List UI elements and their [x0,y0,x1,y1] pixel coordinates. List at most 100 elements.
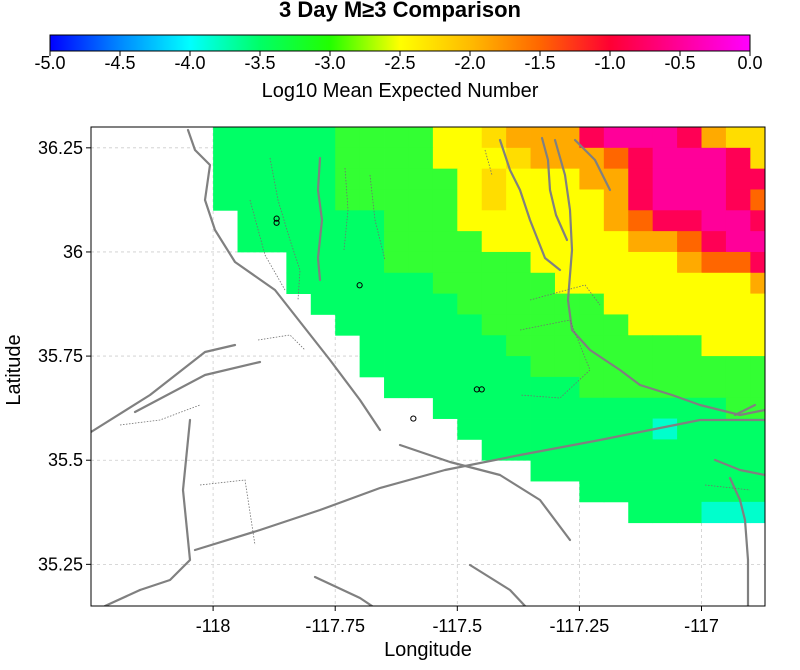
heatmap-cell [554,168,580,190]
heatmap-cell [702,0,727,2]
heatmap-cell [652,293,678,315]
heatmap-cell [335,293,361,315]
heatmap-cell [775,169,800,190]
heatmap-cell [213,127,238,128]
heatmap-cell [384,189,409,211]
heatmap-cell [457,127,483,149]
heatmap-cell [555,0,580,2]
heatmap-cell [653,0,678,2]
heatmap-cell [457,314,483,336]
heatmap-cell [213,189,238,211]
fault-trace [199,479,256,546]
heatmap-cell [310,189,336,211]
heatmap-cell [335,231,361,253]
heatmap-cell [554,251,580,274]
heatmap-cell [506,127,531,149]
heatmap-cell [579,147,605,170]
heatmap-cell [652,210,678,232]
heatmap-cell [652,481,678,503]
colorbar-tick-label: -0.5 [664,53,695,73]
heatmap-cell [677,2,702,23]
heatmap-cell [775,335,800,356]
heatmap-cell [653,85,678,106]
heatmap-cell [261,231,287,253]
heatmap-cell [775,65,800,86]
heatmap-cell [652,376,678,399]
heatmap-cell [604,85,629,106]
event-marker [410,415,417,422]
heatmap-cell [310,127,336,128]
heatmap-cell [432,293,458,315]
heatmap-cell [750,397,765,419]
heatmap-cell [506,210,531,232]
heatmap-cell [775,210,800,231]
heatmap-cell [725,418,751,440]
heatmap-cell [310,251,336,274]
heatmap-cell [530,314,556,336]
heatmap-cell [506,231,531,253]
heatmap-cell [261,127,287,128]
heatmap-cell [555,2,580,23]
heatmap-cell [701,210,727,232]
colorbar-tick-label: -2.0 [454,53,485,73]
heatmap-cell [506,272,531,295]
heatmap-cell [506,127,531,128]
heatmap-cell [335,127,361,149]
heatmap-cell [481,189,507,211]
fault-line [193,418,765,552]
heatmap-cell [408,272,434,295]
heatmap-cell [408,376,434,399]
heatmap-cell [628,335,654,357]
heatmap-cell [677,231,702,253]
heatmap-cell [701,147,727,170]
heatmap-cell [310,231,336,253]
heatmap-cell [603,189,629,211]
heatmap-cell [481,356,507,378]
heatmap-cell [677,356,702,378]
fault-trace [269,157,301,301]
colorbar [49,34,751,52]
heatmap-cell [408,293,434,315]
heatmap-cell [775,460,800,481]
y-tick-label: 36 [63,242,83,262]
heatmap-cell [652,314,678,336]
heatmap-cell [677,481,702,503]
heatmap-cell [750,501,765,524]
heatmap-cell [579,272,605,295]
heatmap-cell [579,0,604,2]
heatmap-cell [750,376,765,399]
heatmap-cell [335,251,361,274]
heatmap-cell [432,231,458,253]
heatmap-cell [261,147,287,170]
heatmap-cell [628,127,654,149]
heatmap-cell [725,439,751,461]
heatmap-cell [554,127,580,128]
heatmap-cell [775,481,800,502]
heatmap-cell [702,65,727,86]
heatmap-cell [457,189,483,211]
heatmap-cell [628,189,654,211]
heatmap-cell [408,231,434,253]
x-axis-label: Longitude [384,639,472,661]
fault-trace [529,284,601,306]
heatmap-cell [237,231,263,253]
heatmap-cell [579,251,605,274]
heatmap-cell [481,439,507,461]
heatmap-cell [237,147,263,170]
heatmap-cell [432,127,458,128]
heatmap-cell [554,231,580,253]
fault-line [316,156,324,282]
heatmap-cell [750,272,765,295]
heatmap-cell [286,231,312,253]
heatmap-cell [384,127,409,149]
heatmap-cell [189,85,214,106]
heatmap-cell [457,418,483,440]
heatmap-cell [286,251,312,274]
heatmap-cell [726,85,751,106]
heatmap-cell [530,251,556,274]
heatmap-cell [725,501,751,524]
heatmap-cell [725,335,751,357]
heatmap-cell [677,85,702,106]
heatmap-cell [408,127,434,128]
heatmap-cell [628,418,654,440]
